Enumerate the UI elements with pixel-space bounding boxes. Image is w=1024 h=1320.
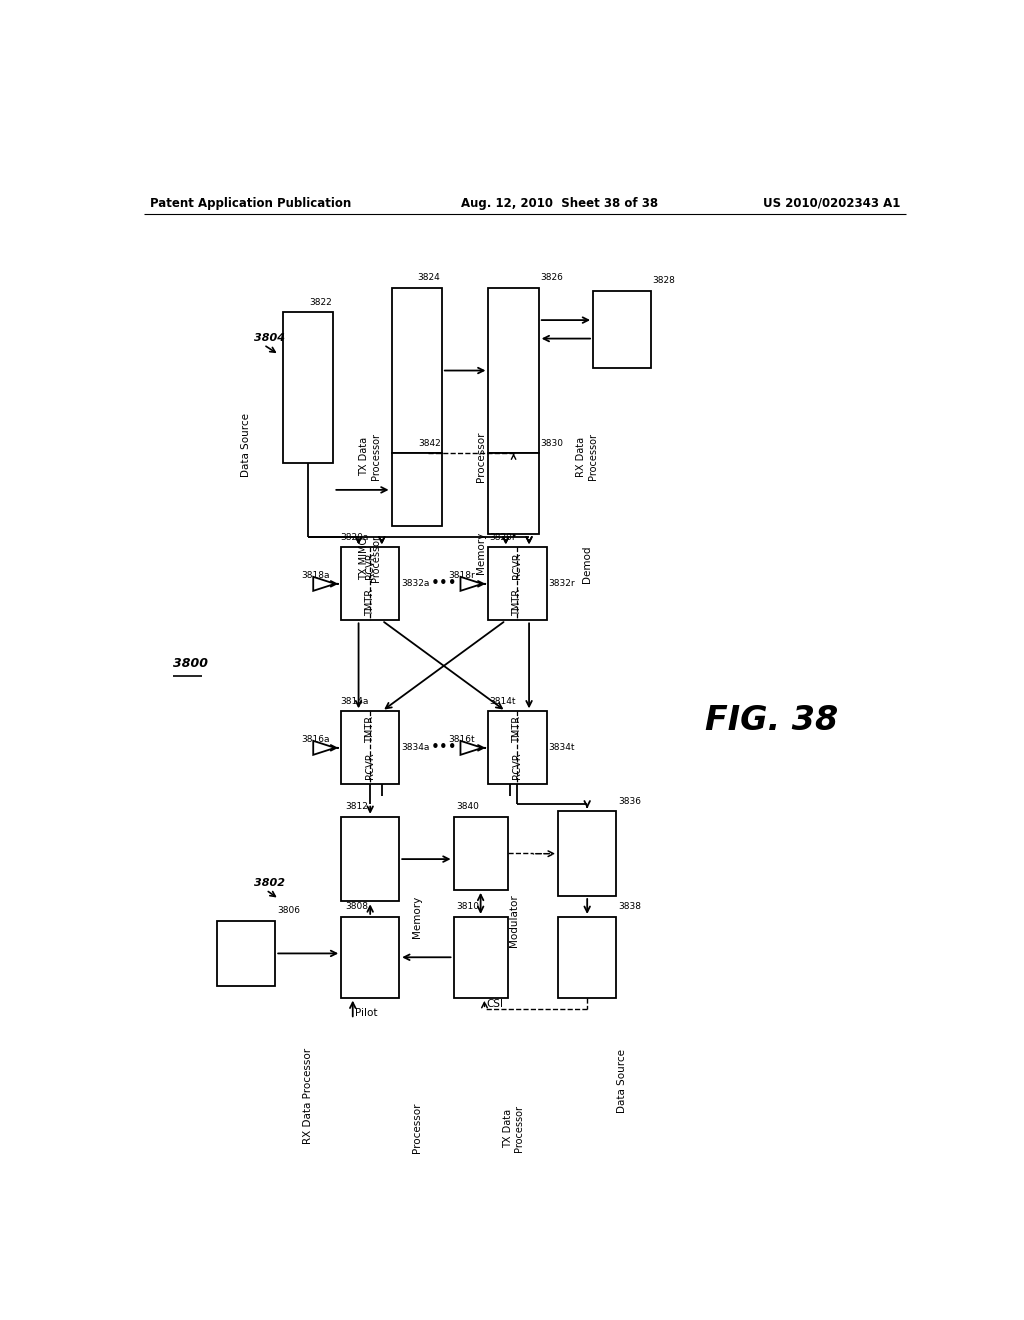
Bar xyxy=(593,290,651,368)
Text: Memory: Memory xyxy=(412,895,422,937)
Text: Memory: Memory xyxy=(475,532,485,574)
Text: 3828: 3828 xyxy=(652,276,676,285)
Text: 3826: 3826 xyxy=(541,273,563,282)
Bar xyxy=(283,313,334,462)
Text: 3816t: 3816t xyxy=(449,735,475,743)
Text: 3802: 3802 xyxy=(254,878,285,888)
Text: TX Data
Processor: TX Data Processor xyxy=(503,1105,524,1152)
Polygon shape xyxy=(313,577,335,591)
Text: RCVR: RCVR xyxy=(366,552,375,579)
Text: Demod: Demod xyxy=(583,545,592,583)
Text: Processor: Processor xyxy=(412,1104,422,1154)
Bar xyxy=(488,453,539,535)
Bar xyxy=(341,917,399,998)
Text: 3812: 3812 xyxy=(346,803,369,810)
Text: Pilot: Pilot xyxy=(355,1008,378,1018)
Text: 3824: 3824 xyxy=(418,273,440,282)
Bar xyxy=(341,817,399,902)
Text: 3838: 3838 xyxy=(617,902,641,911)
Text: 3840: 3840 xyxy=(457,803,479,810)
Bar xyxy=(341,548,399,620)
Text: 3816a: 3816a xyxy=(301,735,330,743)
Bar xyxy=(558,812,616,896)
Text: TMTR: TMTR xyxy=(366,715,375,743)
Bar xyxy=(391,453,442,527)
Text: Data Source: Data Source xyxy=(617,1049,627,1113)
Text: TMTR: TMTR xyxy=(512,715,522,743)
Text: 3808: 3808 xyxy=(346,902,369,911)
Text: RCVR: RCVR xyxy=(512,752,522,779)
Polygon shape xyxy=(461,577,482,591)
Text: TX MIMO
Processor: TX MIMO Processor xyxy=(359,536,381,582)
Bar xyxy=(488,288,539,453)
Text: FIG. 38: FIG. 38 xyxy=(705,704,838,737)
Bar xyxy=(391,288,442,453)
Text: TMTR: TMTR xyxy=(512,589,522,615)
Text: 3834t: 3834t xyxy=(548,743,574,752)
Text: Patent Application Publication: Patent Application Publication xyxy=(150,197,351,210)
Text: Modulator: Modulator xyxy=(509,894,518,946)
Text: 3800: 3800 xyxy=(173,656,208,669)
Text: •••: ••• xyxy=(430,741,457,755)
Text: RCVR: RCVR xyxy=(366,752,375,779)
Text: TX Data
Processor: TX Data Processor xyxy=(359,433,381,480)
Text: US 2010/0202343 A1: US 2010/0202343 A1 xyxy=(763,197,900,210)
Text: Processor: Processor xyxy=(475,432,485,482)
Bar xyxy=(488,548,547,620)
Text: RCVR: RCVR xyxy=(512,552,522,579)
Text: 3814t: 3814t xyxy=(489,697,516,706)
Bar xyxy=(558,917,616,998)
Text: 3834a: 3834a xyxy=(400,743,429,752)
Text: Data Source: Data Source xyxy=(242,413,251,478)
Polygon shape xyxy=(313,741,335,755)
Text: 3820a: 3820a xyxy=(340,532,369,541)
Bar xyxy=(488,711,547,784)
Text: 3832r: 3832r xyxy=(548,579,574,589)
Bar xyxy=(454,817,508,890)
Text: 3814a: 3814a xyxy=(340,697,369,706)
Text: 3832a: 3832a xyxy=(400,579,429,589)
Text: 3842: 3842 xyxy=(418,438,441,447)
Text: 3822: 3822 xyxy=(309,298,332,306)
Text: 3820r: 3820r xyxy=(489,532,516,541)
Text: Aug. 12, 2010  Sheet 38 of 38: Aug. 12, 2010 Sheet 38 of 38 xyxy=(461,197,658,210)
Text: CSI: CSI xyxy=(486,999,504,1008)
Text: •••: ••• xyxy=(430,577,457,591)
Bar xyxy=(217,921,275,986)
Bar xyxy=(341,711,399,784)
Text: 3818r: 3818r xyxy=(449,570,475,579)
Text: 3806: 3806 xyxy=(276,906,300,915)
Text: RX Data Processor: RX Data Processor xyxy=(303,1048,313,1144)
Text: 3804: 3804 xyxy=(254,333,286,343)
Text: 3818a: 3818a xyxy=(301,570,330,579)
Polygon shape xyxy=(461,741,482,755)
Text: 3830: 3830 xyxy=(541,438,563,447)
Bar xyxy=(454,917,508,998)
Text: 3810: 3810 xyxy=(456,902,479,911)
Text: RX Data
Processor: RX Data Processor xyxy=(577,433,598,480)
Text: TMTR: TMTR xyxy=(366,589,375,615)
Text: 3836: 3836 xyxy=(617,797,641,805)
